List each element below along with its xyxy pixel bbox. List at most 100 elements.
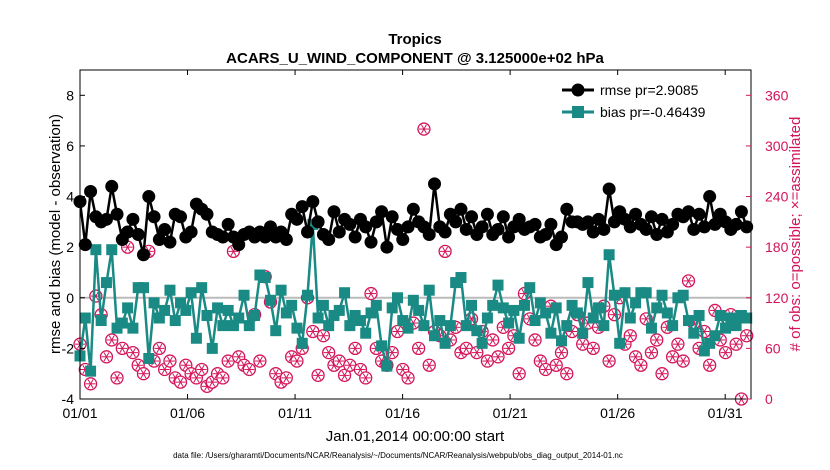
obs-count-point: [279, 371, 294, 385]
rmse-point: [496, 210, 510, 224]
obs-assimilated-marker: [516, 369, 523, 379]
obs-count-point: [290, 354, 304, 368]
obs-count-point: [703, 358, 717, 372]
bias-point: [264, 294, 276, 306]
rmse-point: [279, 233, 293, 247]
y-tick-label: 6: [66, 138, 74, 154]
rmse-point: [332, 225, 346, 239]
rmse-point: [364, 235, 378, 249]
rmse-point: [126, 212, 140, 226]
bias-point: [518, 299, 530, 311]
obs-count-point: [110, 371, 124, 385]
obs-count-point: [586, 341, 600, 356]
obs-assimilated-marker: [553, 360, 560, 370]
bias-point: [566, 299, 578, 311]
obs-count-point: [253, 354, 267, 368]
x-tick-label: 01/26: [600, 405, 635, 421]
bias-point: [455, 272, 467, 284]
bias-point: [312, 312, 324, 324]
rmse-point: [607, 215, 621, 229]
obs-count-point: [163, 354, 177, 368]
obs-assimilated-marker: [637, 360, 644, 370]
bias-point: [529, 315, 541, 327]
bias-point: [651, 302, 663, 314]
obs-count-point: [173, 375, 188, 389]
rmse-point: [147, 210, 161, 224]
obs-assimilated-marker: [606, 356, 613, 366]
bias-point: [587, 312, 599, 324]
bias-point: [508, 304, 520, 316]
y-axis-right: 0 60 120 180 240 300 360: [746, 87, 789, 407]
obs-assimilated-marker: [225, 356, 232, 366]
obs-assimilated-marker: [537, 356, 544, 366]
obs-assimilated-marker: [463, 343, 470, 353]
bias-point: [661, 307, 673, 319]
obs-assimilated-marker: [352, 343, 359, 353]
rmse-point: [200, 207, 214, 221]
legend-box: [554, 75, 744, 123]
bias-point: [402, 322, 414, 334]
bias-point: [492, 279, 504, 291]
bias-point: [143, 353, 155, 365]
bias-point: [79, 312, 91, 324]
rmse-point: [491, 222, 505, 236]
rmse-point: [512, 212, 526, 226]
y-tick-label: 8: [66, 87, 74, 103]
obs-assimilated-marker: [272, 369, 279, 379]
obs-count-point: [480, 354, 495, 368]
bias-point: [196, 282, 208, 294]
bias-point: [677, 289, 689, 301]
legend: rmse pr=2.9085 bias pr=-0.46439: [554, 75, 744, 123]
bias-point: [640, 287, 652, 299]
obs-assimilated-marker: [659, 369, 665, 379]
bias-point: [614, 337, 626, 349]
obs-count-point: [136, 367, 151, 381]
rmse-point: [163, 235, 177, 249]
rmse-point: [375, 205, 389, 219]
rmse-point: [322, 233, 336, 247]
obs-assimilated-marker: [743, 331, 750, 341]
obs-count-point: [623, 329, 637, 343]
bias-point: [503, 317, 515, 329]
obs-assimilated-marker: [505, 343, 512, 353]
rmse-point: [380, 240, 394, 254]
bias-point: [275, 284, 287, 296]
rmse-point: [343, 217, 357, 231]
bias-point: [280, 307, 292, 319]
rmse-point: [290, 212, 304, 226]
obs-assimilated-marker: [722, 348, 729, 358]
obs-assimilated-marker: [114, 373, 120, 383]
rmse-point: [311, 215, 325, 229]
x-tick-label: 01/06: [170, 405, 205, 421]
bias-point: [619, 287, 631, 299]
obs-count-point: [470, 345, 484, 360]
bias-point: [286, 299, 298, 311]
legend-rmse-marker: [571, 83, 585, 97]
bias-point: [339, 287, 351, 299]
bias-point: [730, 320, 742, 332]
bias-point: [429, 330, 441, 342]
rmse-point: [152, 233, 166, 247]
rmse-point: [428, 177, 442, 191]
obs-assimilated-marker: [627, 331, 634, 341]
bias-point: [513, 332, 525, 344]
bias-point: [175, 297, 187, 309]
bias-point: [704, 337, 716, 349]
rmse-point: [221, 217, 235, 231]
chart-subtitle: ACARS_U_WIND_COMPONENT @ 3.125000e+02 hP…: [226, 50, 604, 67]
rmse-point: [592, 212, 606, 226]
bias-point: [227, 320, 239, 332]
chart-title: Tropics: [388, 31, 441, 48]
legend-bias-marker: [572, 106, 584, 118]
y-tick-label: -2: [62, 340, 75, 356]
obs-assimilated-marker: [357, 364, 364, 375]
obs-count-point: [99, 350, 114, 364]
rmse-point: [396, 233, 410, 247]
obs-assimilated-marker: [420, 124, 427, 134]
rmse-point: [401, 220, 415, 234]
bias-point: [122, 302, 134, 314]
bias-point: [333, 304, 345, 316]
obs-assimilated-marker: [119, 343, 126, 353]
obs-assimilated-marker: [426, 360, 433, 370]
footnote: data file: /Users/gharamti/Documents/NCA…: [173, 451, 623, 460]
